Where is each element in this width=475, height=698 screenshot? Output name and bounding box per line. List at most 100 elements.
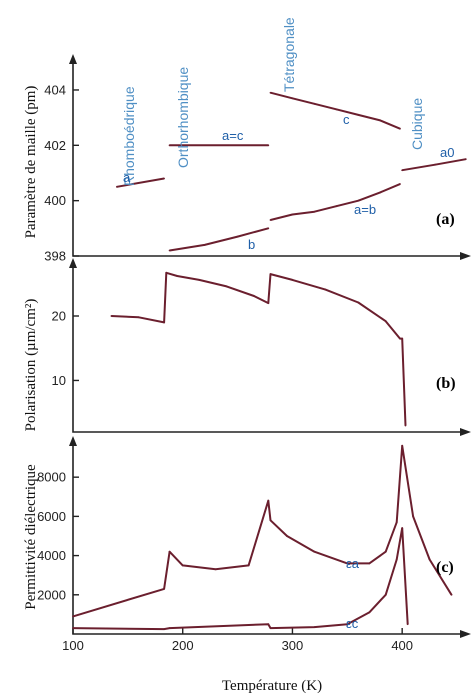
data-point	[357, 301, 360, 304]
series-line--a	[72, 444, 453, 618]
annotation-c: c	[343, 112, 350, 127]
data-point	[313, 102, 316, 105]
data-point	[291, 97, 294, 100]
series-line-1	[111, 271, 407, 426]
data-point	[399, 127, 401, 130]
data-point	[401, 169, 404, 172]
y-tick-label: 10	[52, 373, 66, 388]
y-axis-arrow	[69, 54, 77, 64]
panel-label-b: (b)	[436, 375, 456, 392]
annotation-eps-a: εa	[346, 556, 360, 571]
panel-label-c: (c)	[436, 559, 454, 576]
y-axis-label-a: Paramètre de maille (pm)	[23, 86, 39, 239]
x-axis-arrow	[460, 630, 471, 638]
data-point	[267, 499, 270, 502]
data-point	[335, 205, 338, 208]
data-point	[384, 593, 387, 596]
data-point	[286, 535, 288, 537]
data-point	[269, 91, 272, 94]
annotation-eps-c: εc	[346, 616, 359, 631]
y-tick-label: 2000	[37, 587, 66, 602]
data-point	[357, 199, 360, 202]
data-point	[399, 337, 401, 340]
data-point	[450, 593, 453, 596]
series-line-a-b	[270, 183, 401, 221]
data-point	[137, 316, 140, 319]
chart-panel-1: 398 400 402 404	[44, 54, 471, 264]
data-point	[163, 628, 165, 630]
x-axis-label: Température (K)	[222, 678, 322, 694]
series-line-b	[169, 227, 269, 252]
data-point	[267, 302, 270, 305]
data-point	[72, 627, 74, 630]
data-point	[110, 315, 113, 317]
phase-label-orthorhombic: Orthorhombique	[175, 67, 191, 168]
data-point	[163, 177, 165, 180]
data-point	[176, 275, 179, 277]
data-point	[198, 279, 201, 281]
data-point	[115, 185, 118, 188]
data-point	[346, 562, 349, 565]
y-axis-label-b: Polarisation (µm/cm²)	[23, 299, 39, 432]
annotation-a-eq-c: a=c	[222, 128, 244, 143]
data-point	[165, 271, 168, 274]
data-point	[464, 158, 467, 161]
data-point	[236, 235, 239, 238]
series-line-a	[116, 177, 165, 188]
phase-label-rhombohedral: Rhomboédrique	[121, 86, 137, 186]
data-point	[253, 295, 255, 297]
data-point	[225, 285, 228, 288]
data-point	[324, 288, 327, 291]
data-point	[401, 337, 404, 340]
y-tick-label: 4000	[37, 548, 66, 563]
annotation-a: a	[123, 170, 131, 185]
data-point	[384, 320, 387, 323]
data-point	[163, 321, 165, 324]
x-tick-label: 100	[62, 638, 84, 653]
data-point	[368, 562, 371, 565]
data-point	[399, 183, 401, 185]
data-point	[267, 623, 270, 626]
phase-label-tetragonal: Tétragonale	[281, 17, 297, 92]
data-point	[357, 113, 360, 116]
y-tick-label: 404	[44, 82, 66, 97]
data-point	[267, 227, 270, 230]
series-line--c	[72, 527, 409, 631]
y-tick-label: 6000	[37, 509, 66, 524]
data-point	[428, 558, 431, 561]
data-point	[269, 273, 272, 276]
data-point	[313, 626, 316, 629]
data-point	[267, 144, 270, 147]
annotation-a0: a0	[440, 145, 454, 160]
annotation-b: b	[248, 237, 255, 252]
y-axis-arrow	[69, 258, 77, 268]
data-point	[404, 424, 407, 427]
data-point	[313, 210, 316, 213]
data-point	[379, 119, 382, 122]
data-point	[168, 249, 171, 252]
data-point	[368, 611, 371, 614]
data-point	[395, 521, 398, 524]
data-point	[203, 244, 206, 246]
x-axis-arrow	[460, 428, 471, 436]
data-point	[412, 515, 415, 518]
annotation-a-eq-b: a=b	[354, 202, 376, 217]
data-point	[335, 108, 338, 111]
phase-label-cubic: Cubique	[409, 98, 425, 150]
data-point	[168, 627, 171, 630]
y-axis-arrow	[69, 436, 77, 446]
data-point	[181, 564, 184, 567]
x-tick-label: 400	[391, 638, 413, 653]
data-point	[384, 550, 387, 553]
data-point	[401, 444, 404, 447]
data-point	[214, 568, 217, 571]
data-point	[269, 627, 272, 630]
data-point	[269, 219, 272, 221]
y-tick-label: 400	[44, 193, 66, 208]
series-line-c	[270, 91, 401, 130]
data-point	[434, 163, 436, 166]
data-point	[163, 588, 165, 590]
y-tick-label: 8000	[37, 470, 66, 485]
panel-label-a: (a)	[436, 211, 455, 228]
